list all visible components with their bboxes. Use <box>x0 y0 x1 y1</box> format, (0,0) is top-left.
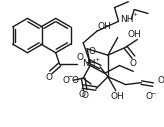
Text: O: O <box>79 90 86 99</box>
Text: +: + <box>132 12 137 17</box>
Text: O: O <box>157 76 164 85</box>
Text: OH: OH <box>128 30 141 39</box>
Text: O: O <box>130 59 137 68</box>
Text: OH: OH <box>111 92 125 101</box>
Text: −: − <box>68 74 73 79</box>
Text: O: O <box>82 91 89 100</box>
Text: O: O <box>89 47 96 56</box>
Text: NH: NH <box>121 15 134 24</box>
Text: O: O <box>62 76 69 85</box>
Text: O: O <box>77 53 84 62</box>
Text: O: O <box>146 92 153 101</box>
Text: OH: OH <box>98 22 112 31</box>
Text: O: O <box>71 76 78 85</box>
Text: NH: NH <box>82 59 96 68</box>
Text: −: − <box>150 90 156 95</box>
Text: O: O <box>45 73 52 82</box>
Text: +: + <box>94 57 99 62</box>
